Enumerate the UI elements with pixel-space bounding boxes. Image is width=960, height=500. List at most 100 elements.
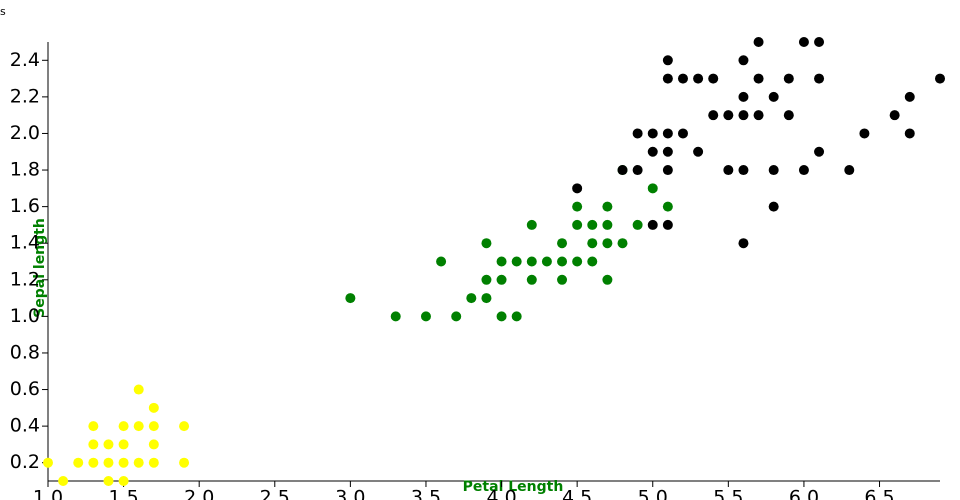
point — [511, 256, 522, 267]
point — [904, 91, 915, 102]
point — [148, 402, 159, 413]
point — [496, 256, 507, 267]
point — [662, 201, 673, 212]
point — [526, 274, 537, 285]
point — [738, 55, 749, 66]
point — [662, 73, 673, 84]
point — [557, 238, 568, 249]
point — [572, 183, 583, 194]
y-tick-label: 2.2 — [10, 85, 40, 107]
x-tick-label: 3.5 — [411, 487, 441, 500]
point — [133, 384, 144, 395]
point — [557, 256, 568, 267]
point — [647, 128, 658, 139]
point — [602, 201, 613, 212]
point — [148, 457, 159, 468]
point — [814, 146, 825, 157]
point — [451, 311, 462, 322]
point — [708, 110, 719, 121]
point — [768, 165, 779, 176]
x-tick-label: 3.0 — [335, 487, 365, 500]
point — [88, 439, 99, 450]
point — [526, 219, 537, 230]
point — [617, 238, 628, 249]
y-tick-label: 1.4 — [10, 232, 40, 254]
point — [481, 238, 492, 249]
point — [662, 219, 673, 230]
point — [133, 421, 144, 432]
point — [662, 55, 673, 66]
point — [677, 73, 688, 84]
point — [602, 274, 613, 285]
point — [103, 476, 114, 486]
point — [118, 439, 129, 450]
point — [677, 128, 688, 139]
point — [798, 37, 809, 47]
x-tick-label: 5.5 — [713, 487, 743, 500]
point — [768, 91, 779, 102]
point — [118, 457, 129, 468]
point — [572, 256, 583, 267]
point — [693, 146, 704, 157]
point — [859, 128, 870, 139]
point — [481, 274, 492, 285]
point — [662, 165, 673, 176]
point — [511, 311, 522, 322]
point — [587, 256, 598, 267]
x-tick-label: 2.0 — [184, 487, 214, 500]
point — [436, 256, 447, 267]
point — [587, 238, 598, 249]
y-tick-label: 1.8 — [10, 159, 40, 181]
point — [647, 183, 658, 194]
point — [118, 476, 129, 486]
point — [345, 293, 356, 304]
point — [632, 165, 643, 176]
point — [602, 238, 613, 249]
y-tick-label: 0.8 — [10, 341, 40, 363]
y-tick-label: 1.0 — [10, 305, 40, 327]
point — [647, 219, 658, 230]
point — [738, 91, 749, 102]
point — [587, 219, 598, 230]
point — [88, 457, 99, 468]
point — [844, 165, 855, 176]
point — [572, 219, 583, 230]
point — [632, 219, 643, 230]
point — [541, 256, 552, 267]
point — [148, 421, 159, 432]
chart-title: s — [0, 5, 6, 18]
point — [738, 238, 749, 249]
point — [904, 128, 915, 139]
y-tick-label: 0.6 — [10, 378, 40, 400]
y-tick-label: 1.2 — [10, 268, 40, 290]
x-tick-label: 2.5 — [260, 487, 290, 500]
point — [723, 165, 734, 176]
point — [88, 421, 99, 432]
point — [753, 73, 764, 84]
point — [738, 110, 749, 121]
point — [390, 311, 401, 322]
x-tick-label: 5.0 — [638, 487, 668, 500]
point — [148, 439, 159, 450]
point — [43, 457, 53, 468]
point — [647, 146, 658, 157]
x-tick-label: 1.0 — [33, 487, 63, 500]
point — [466, 293, 477, 304]
point — [662, 128, 673, 139]
y-tick-label: 2.4 — [10, 49, 40, 71]
point — [935, 73, 945, 84]
x-tick-label: 4.5 — [562, 487, 592, 500]
point — [496, 274, 507, 285]
point — [798, 165, 809, 176]
point — [617, 165, 628, 176]
point — [783, 110, 794, 121]
point — [783, 73, 794, 84]
point — [708, 73, 719, 84]
point — [557, 274, 568, 285]
y-tick-label: 1.6 — [10, 195, 40, 217]
y-tick-label: 0.2 — [10, 451, 40, 473]
point — [889, 110, 900, 121]
point — [738, 165, 749, 176]
x-tick-label: 6.0 — [789, 487, 819, 500]
